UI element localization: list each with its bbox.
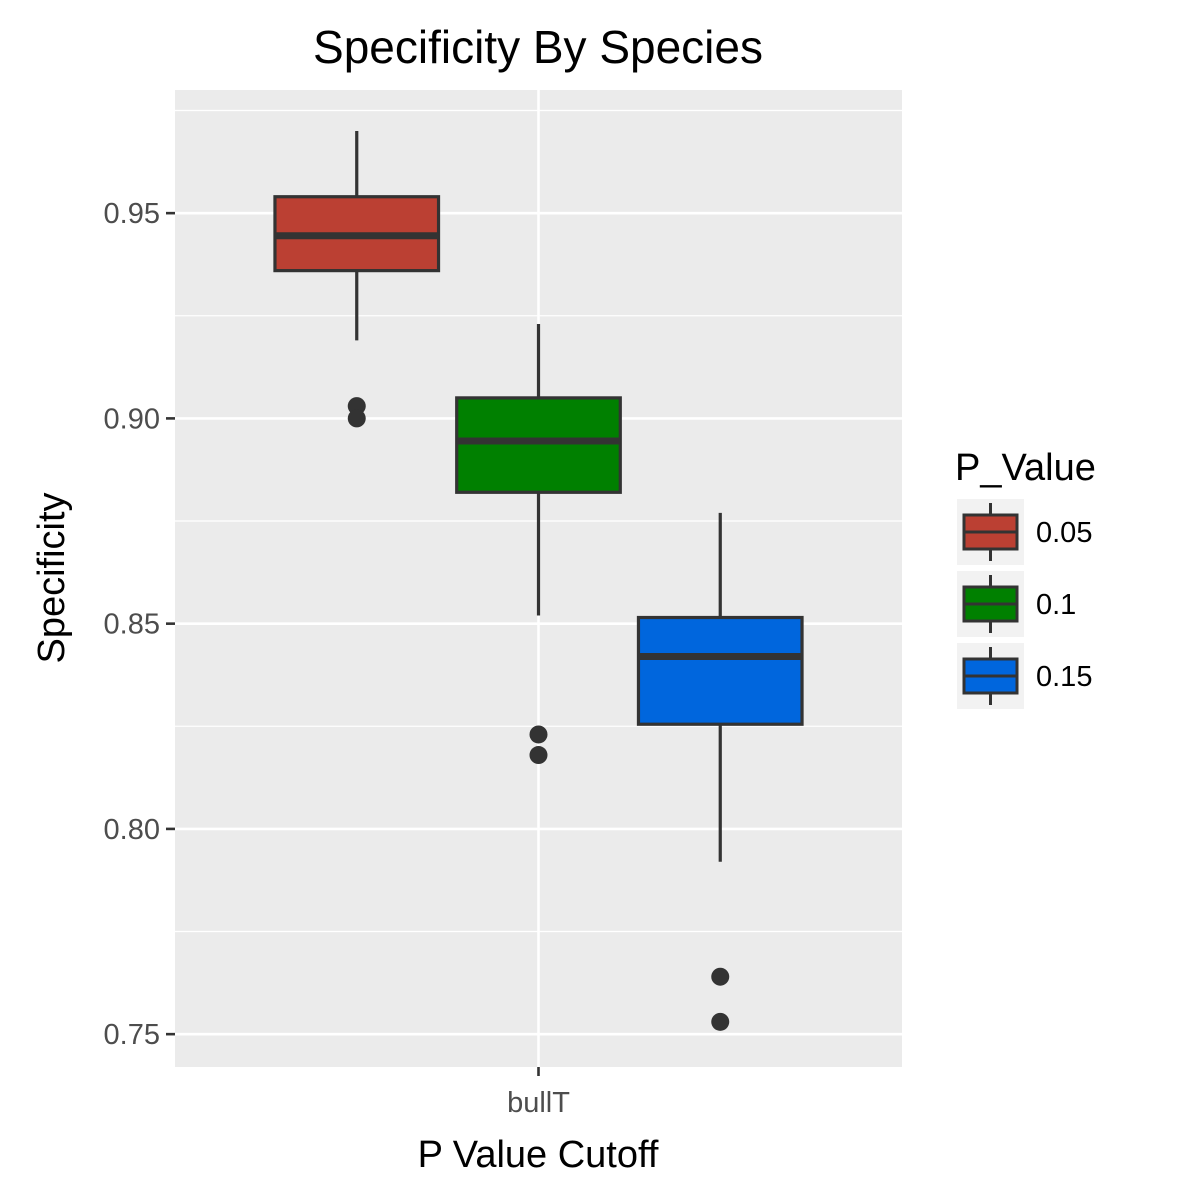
legend-item-0.05: 0.05 <box>957 499 1092 565</box>
y-tick-label: 0.95 <box>104 198 160 230</box>
y-tick-label: 0.80 <box>104 814 160 846</box>
y-tick-label: 0.75 <box>104 1019 160 1051</box>
chart-title: Specificity By Species <box>313 21 763 73</box>
legend: P_Value 0.05 0.1 0.15 <box>955 447 1096 709</box>
box-0.05 <box>273 131 441 428</box>
y-axis-title: Specificity <box>31 492 73 663</box>
boxes <box>273 131 804 1031</box>
y-tick-label: 0.90 <box>104 403 160 435</box>
legend-title: P_Value <box>955 447 1096 489</box>
legend-label: 0.15 <box>1036 661 1092 693</box>
outlier-point <box>347 397 366 416</box>
legend-label: 0.1 <box>1036 589 1076 621</box>
box-0.1 <box>455 323 622 765</box>
x-tick-label: bullT <box>507 1087 570 1119</box>
legend-item-0.15: 0.15 <box>957 643 1092 709</box>
outlier-point <box>347 409 366 428</box>
legend-keys: 0.05 0.1 0.15 <box>957 499 1092 709</box>
y-axis: 0.75 0.80 0.85 0.90 0.95 <box>104 198 175 1051</box>
outlier-point <box>529 725 548 744</box>
legend-label: 0.05 <box>1036 517 1092 549</box>
box-iqr <box>636 615 804 726</box>
outlier-point <box>529 746 548 765</box>
x-axis-title: P Value Cutoff <box>418 1134 659 1176</box>
y-tick-label: 0.85 <box>104 609 160 641</box>
outlier-point <box>711 967 730 986</box>
box-iqr <box>455 396 622 494</box>
outlier-point <box>711 1012 730 1031</box>
legend-item-0.1: 0.1 <box>957 571 1076 637</box>
box-0.15 <box>636 512 804 1031</box>
x-axis: bullT <box>507 1067 570 1119</box>
